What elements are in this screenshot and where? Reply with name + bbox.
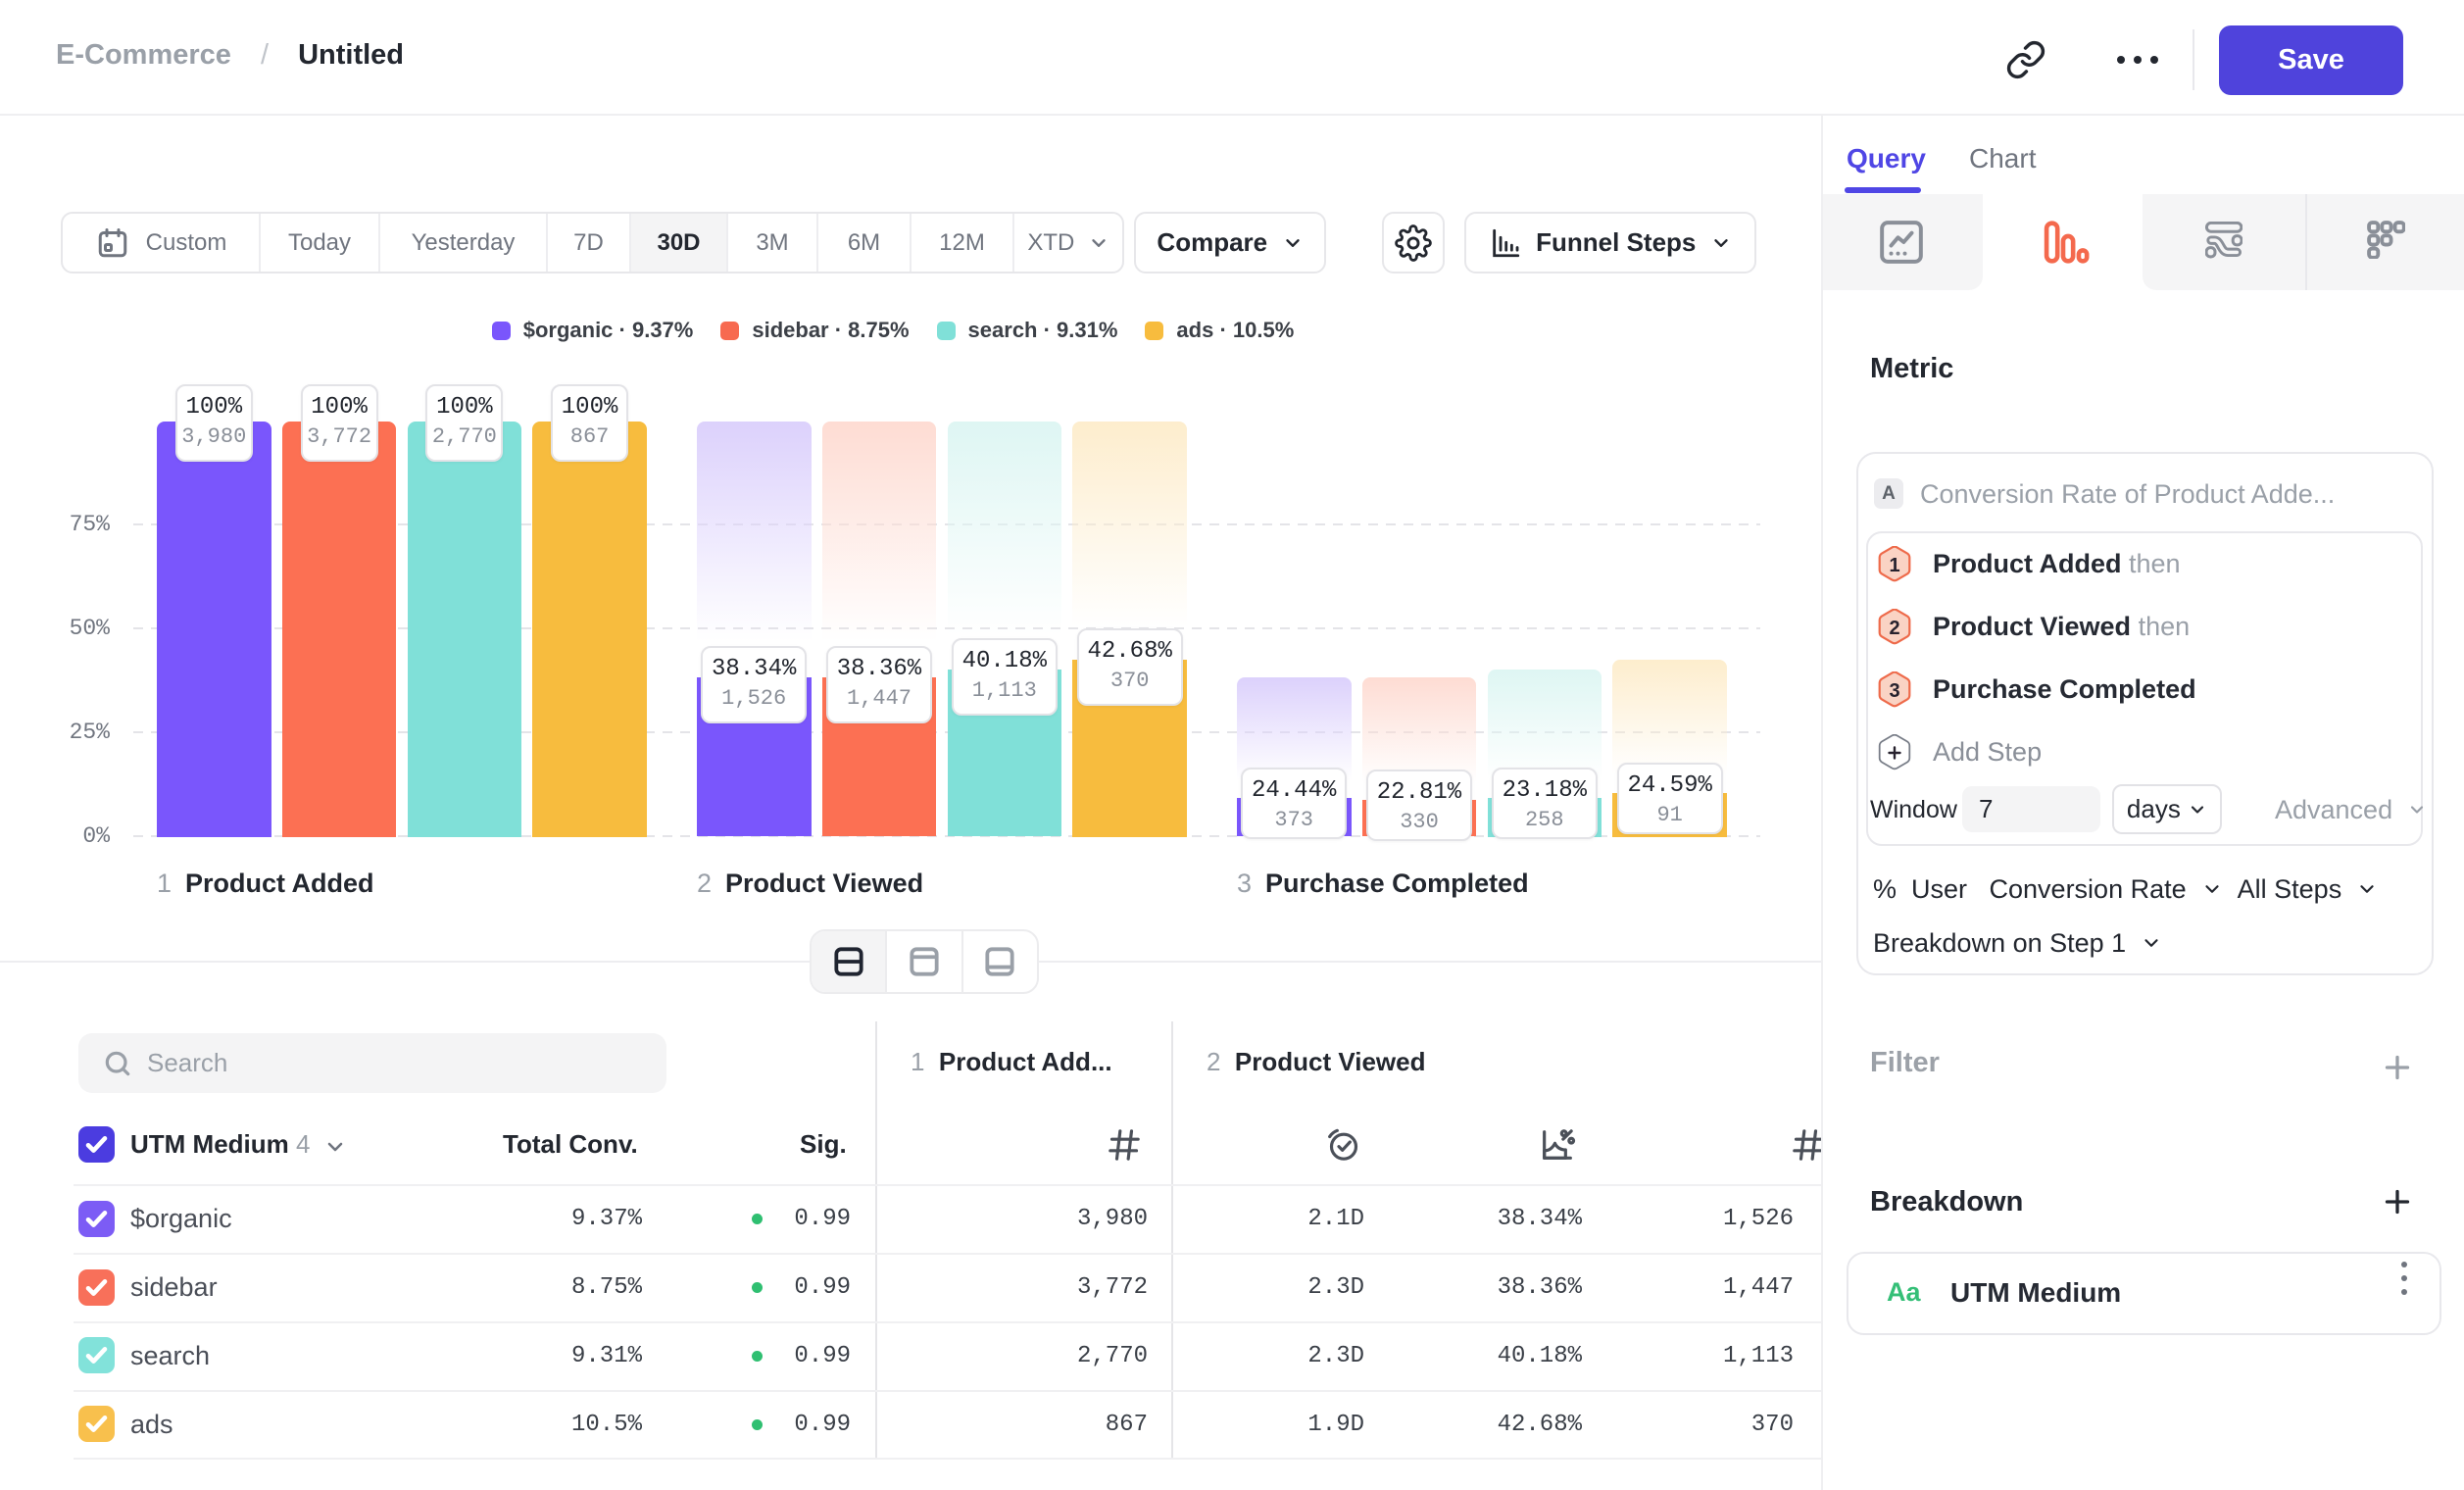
svg-text:1: 1 (1889, 555, 1899, 576)
svg-text:3: 3 (1889, 680, 1899, 702)
svg-text:2: 2 (1889, 618, 1899, 639)
